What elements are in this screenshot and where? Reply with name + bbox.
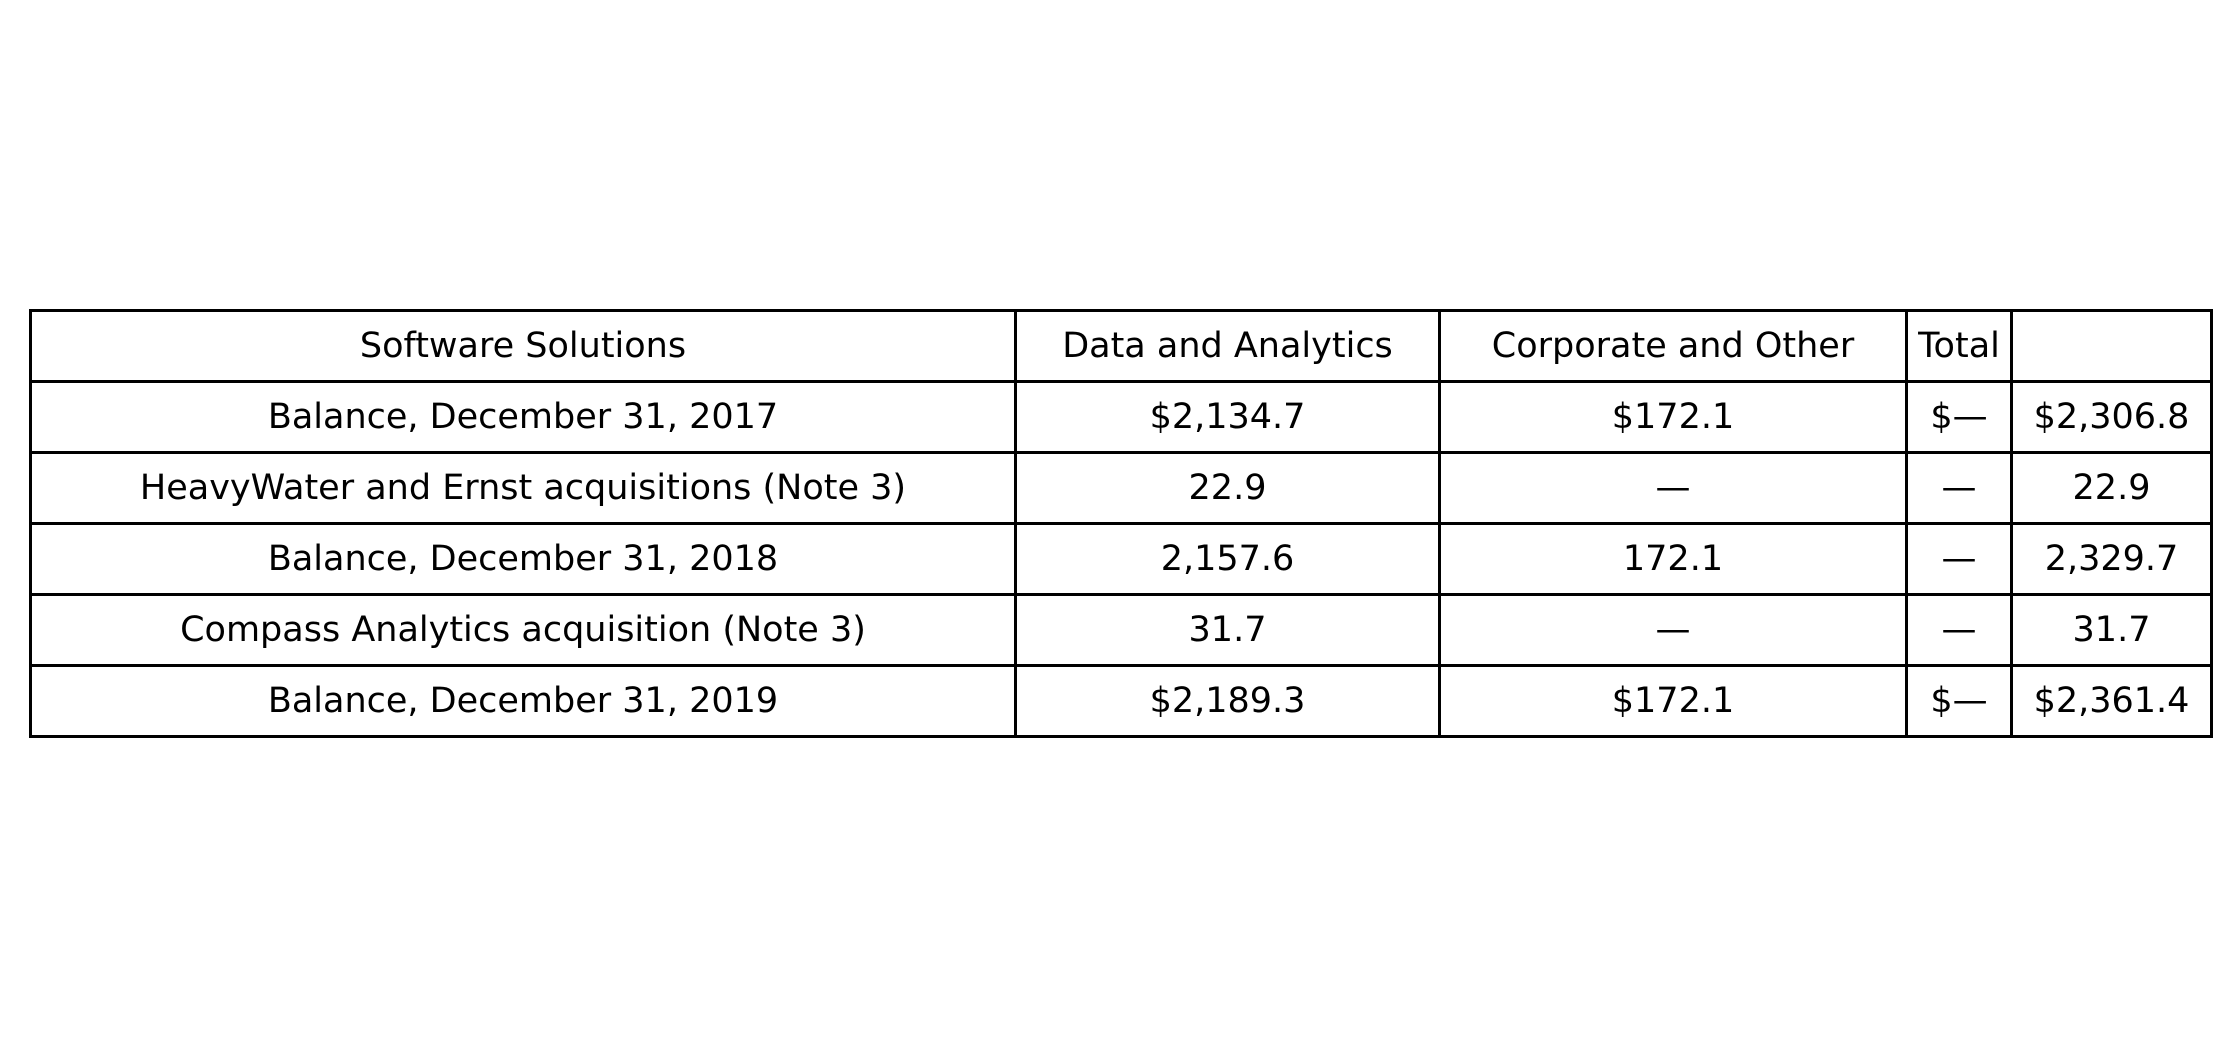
table-row: Balance, December 31, 2017 $2,134.7 $172… — [29, 380, 2213, 454]
goodwill-table-container: Software Solutions Data and Analytics Co… — [29, 309, 2213, 738]
row-label-cell: HeavyWater and Ernst acquisitions (Note … — [29, 451, 1017, 525]
row-label-cell: Compass Analytics acquisition (Note 3) — [29, 593, 1017, 667]
row-label-cell: Balance, December 31, 2019 — [29, 664, 1017, 738]
table-cell: $2,361.4 — [2010, 664, 2213, 738]
header-cell: Total — [1905, 309, 2013, 383]
row-label-cell: Balance, December 31, 2018 — [29, 522, 1017, 596]
table-cell: 2,157.6 — [1014, 522, 1441, 596]
table-row: HeavyWater and Ernst acquisitions (Note … — [29, 451, 2213, 525]
row-label-cell: Balance, December 31, 2017 — [29, 380, 1017, 454]
table-cell: 2,329.7 — [2010, 522, 2213, 596]
table-row: Compass Analytics acquisition (Note 3) 3… — [29, 593, 2213, 667]
header-cell: Data and Analytics — [1014, 309, 1441, 383]
table-cell: $2,134.7 — [1014, 380, 1441, 454]
table-row: Balance, December 31, 2019 $2,189.3 $172… — [29, 664, 2213, 738]
table-cell: — — [1905, 593, 2013, 667]
table-cell: — — [1905, 522, 2013, 596]
table-cell: — — [1438, 593, 1908, 667]
table-cell: $172.1 — [1438, 380, 1908, 454]
table-cell: 22.9 — [2010, 451, 2213, 525]
table-cell: 31.7 — [2010, 593, 2213, 667]
table-cell: $— — [1905, 380, 2013, 454]
table-cell: 31.7 — [1014, 593, 1441, 667]
table-cell: 22.9 — [1014, 451, 1441, 525]
table-header-row: Software Solutions Data and Analytics Co… — [29, 309, 2213, 383]
table-row: Balance, December 31, 2018 2,157.6 172.1… — [29, 522, 2213, 596]
goodwill-table: Software Solutions Data and Analytics Co… — [29, 309, 2213, 738]
table-cell: $172.1 — [1438, 664, 1908, 738]
table-cell: — — [1438, 451, 1908, 525]
table-cell: 172.1 — [1438, 522, 1908, 596]
header-cell: Corporate and Other — [1438, 309, 1908, 383]
table-cell: $2,189.3 — [1014, 664, 1441, 738]
table-cell: $— — [1905, 664, 2013, 738]
table-cell: — — [1905, 451, 2013, 525]
header-cell — [2010, 309, 2213, 383]
header-cell: Software Solutions — [29, 309, 1017, 383]
table-cell: $2,306.8 — [2010, 380, 2213, 454]
